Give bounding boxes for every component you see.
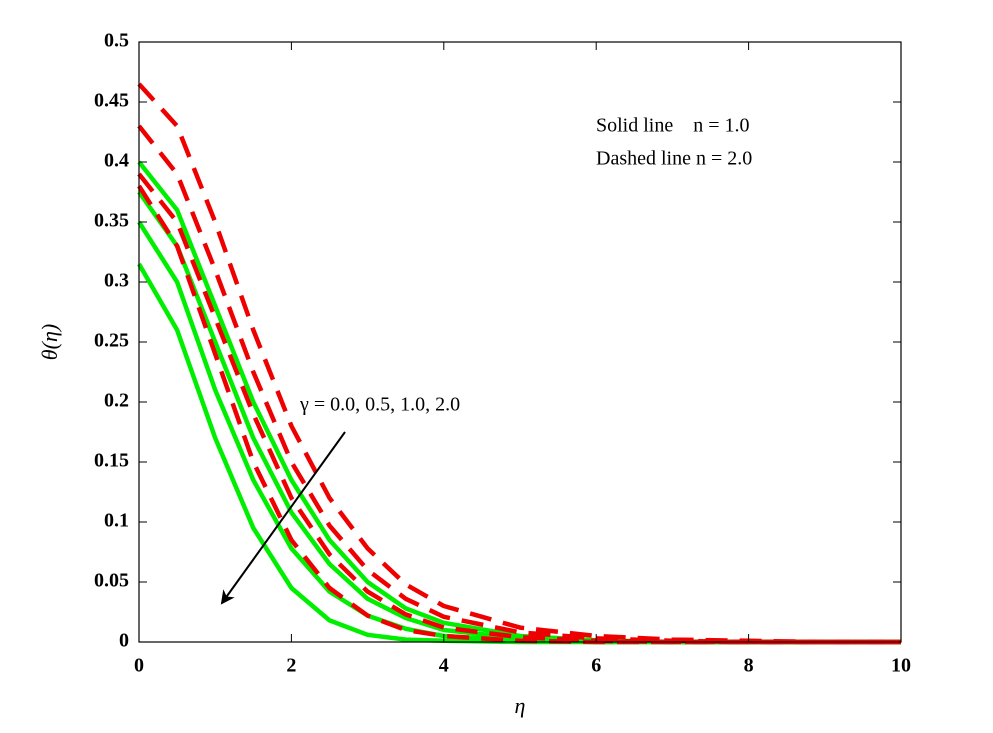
- line-series: [137, 262, 901, 645]
- y-tick-label: 0.35: [94, 210, 129, 232]
- y-axis-label: θ(η): [37, 324, 62, 360]
- y-tick-label: 0.25: [94, 330, 129, 352]
- annotation: Dashed line n = 2.0: [596, 148, 752, 170]
- y-tick-label: 0.15: [94, 450, 129, 472]
- arrow: [220, 431, 346, 605]
- axes-box: [138, 41, 902, 643]
- annotation: Solid line n = 1.0: [596, 115, 750, 137]
- y-tick-label: 0.5: [104, 30, 129, 52]
- y-tick-label: 0.2: [104, 390, 129, 412]
- y-tick-label: 0.05: [94, 570, 129, 592]
- x-tick-label: 4: [439, 655, 449, 677]
- line-series: [137, 184, 901, 645]
- x-tick-label: 8: [744, 655, 754, 677]
- x-tick-label: 10: [891, 655, 911, 677]
- x-tick-label: 0: [134, 655, 144, 677]
- y-tick-label: 0.3: [104, 270, 129, 292]
- line-series: [137, 160, 901, 645]
- y-tick-label: 0.4: [104, 150, 129, 172]
- y-tick-label: 0: [119, 630, 129, 652]
- x-axis-label: η: [515, 693, 526, 718]
- line-series: [137, 172, 901, 645]
- x-tick-label: 6: [591, 655, 601, 677]
- x-tick-label: 2: [286, 655, 296, 677]
- y-tick-label: 0.1: [104, 510, 129, 532]
- line-series: [137, 124, 901, 645]
- annotation: γ = 0.0, 0.5, 1.0, 2.0: [299, 394, 460, 416]
- line-series: [137, 190, 901, 645]
- y-tick-label: 0.45: [94, 90, 129, 112]
